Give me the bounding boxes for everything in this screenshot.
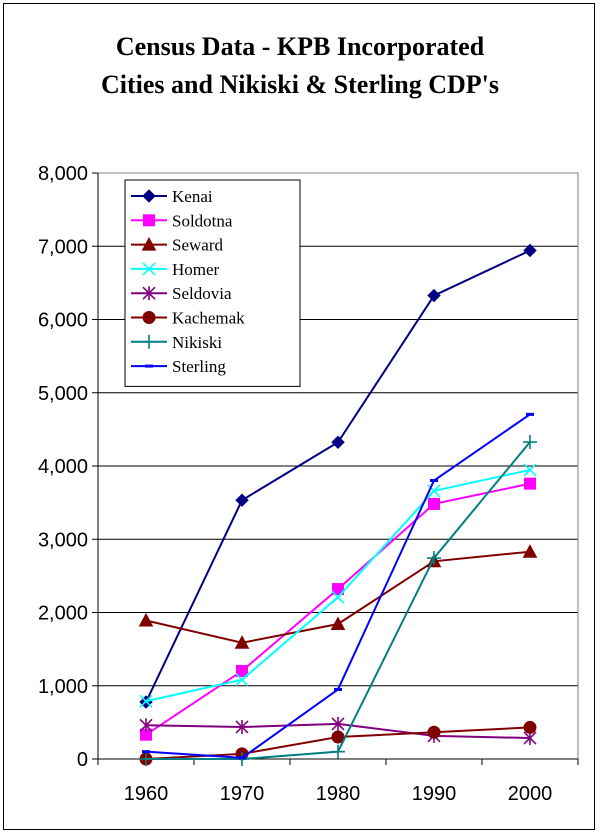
series-seward	[138, 544, 538, 649]
series-line	[145, 482, 531, 736]
data-point	[142, 311, 156, 324]
data-point	[428, 497, 440, 510]
legend-item-kenai: Kenai	[131, 187, 213, 206]
data-point	[235, 673, 249, 687]
data-point	[332, 583, 344, 596]
data-point	[331, 730, 345, 744]
data-point	[430, 479, 438, 483]
data-point	[523, 243, 537, 258]
legend-item-sterling: Sterling	[131, 357, 226, 376]
data-point	[139, 718, 153, 733]
legend-label: Nikiski	[172, 333, 222, 352]
chart-title-line-2: Cities and Nikiski & Sterling CDP's	[101, 70, 499, 99]
series-soldotna	[140, 477, 536, 741]
chart-title: Census Data - KPB Incorporated Cities an…	[0, 28, 600, 104]
data-point-stroke	[139, 694, 153, 708]
data-point	[142, 262, 156, 276]
legend-label: Kachemak	[172, 309, 245, 328]
chart-frame	[3, 3, 595, 830]
y-tick-label: 0	[77, 749, 88, 771]
data-point	[331, 716, 345, 731]
y-tick-label: 7,000	[38, 236, 88, 258]
y-tick-label: 3,000	[38, 529, 88, 551]
y-tick-label: 1,000	[38, 676, 88, 698]
data-point	[141, 237, 157, 251]
legend-label: Sterling	[172, 357, 226, 376]
data-point	[331, 744, 345, 759]
data-point	[523, 463, 537, 477]
data-point-stroke	[427, 484, 441, 498]
legend-label: Seward	[172, 236, 223, 255]
chart-title-line-1: Census Data - KPB Incorporated	[115, 32, 485, 61]
data-point	[334, 687, 342, 691]
axis-layer: 0 1,000 2,000 3,000 4,000 5,000 6,000 7,000 8,00…	[38, 163, 579, 805]
y-tick-label: 5,000	[38, 383, 88, 405]
data-point	[142, 750, 150, 754]
data-point	[145, 364, 153, 368]
legend-item-nikiski: Nikiski	[131, 333, 222, 352]
legend-item-seldovia: Seldovia	[131, 284, 232, 303]
legend-item-seward: Seward	[131, 236, 223, 255]
y-tick-label: 4,000	[38, 456, 88, 478]
data-point	[142, 334, 156, 349]
data-point	[235, 719, 249, 734]
data-point	[238, 756, 246, 760]
data-point	[427, 551, 441, 566]
data-point	[522, 544, 538, 558]
data-point	[143, 214, 155, 227]
x-tick-label: 2000	[508, 783, 553, 805]
legend-label: Soldotna	[172, 211, 233, 230]
legend: Kenai Soldotna Seward Homer Seldovia Kachemak…	[124, 179, 301, 387]
x-tick-label: 1960	[124, 783, 169, 805]
data-point	[523, 435, 537, 450]
data-point-stroke	[235, 673, 249, 687]
series-homer	[139, 463, 537, 708]
legend-item-soldotna: Soldotna	[131, 211, 233, 230]
data-point	[331, 435, 345, 449]
x-tick-label: 1980	[316, 783, 361, 805]
data-point	[139, 752, 153, 766]
y-tick-label: 6,000	[38, 310, 88, 332]
legend-item-kachemak: Kachemak	[131, 309, 245, 328]
legend-label: Seldovia	[172, 284, 232, 303]
series-line	[146, 441, 531, 760]
y-tick-label: 2,000	[38, 603, 88, 625]
legend-label: Homer	[172, 260, 220, 279]
data-point	[523, 720, 537, 734]
y-tick-label: 8,000	[38, 163, 88, 185]
data-point-stroke	[142, 262, 156, 276]
data-point	[142, 189, 156, 203]
series-layer	[138, 243, 538, 766]
series-nikiski	[139, 435, 537, 766]
data-point	[138, 612, 154, 627]
data-point-stroke	[331, 590, 345, 604]
data-point	[427, 288, 441, 303]
series-sterling	[142, 412, 534, 760]
x-tick-label: 1990	[412, 783, 457, 805]
legend-label: Kenai	[172, 187, 213, 206]
data-point	[427, 725, 441, 739]
data-point	[236, 664, 248, 677]
data-point	[331, 590, 345, 604]
data-point	[524, 477, 536, 490]
data-point	[142, 286, 156, 301]
data-point	[139, 694, 153, 708]
data-point	[234, 635, 250, 649]
data-point	[526, 412, 534, 416]
x-tick-label: 1970	[220, 783, 265, 805]
data-point	[235, 493, 249, 507]
data-point-stroke	[523, 463, 537, 477]
legend-item-homer: Homer	[131, 260, 220, 279]
data-point	[330, 616, 346, 631]
